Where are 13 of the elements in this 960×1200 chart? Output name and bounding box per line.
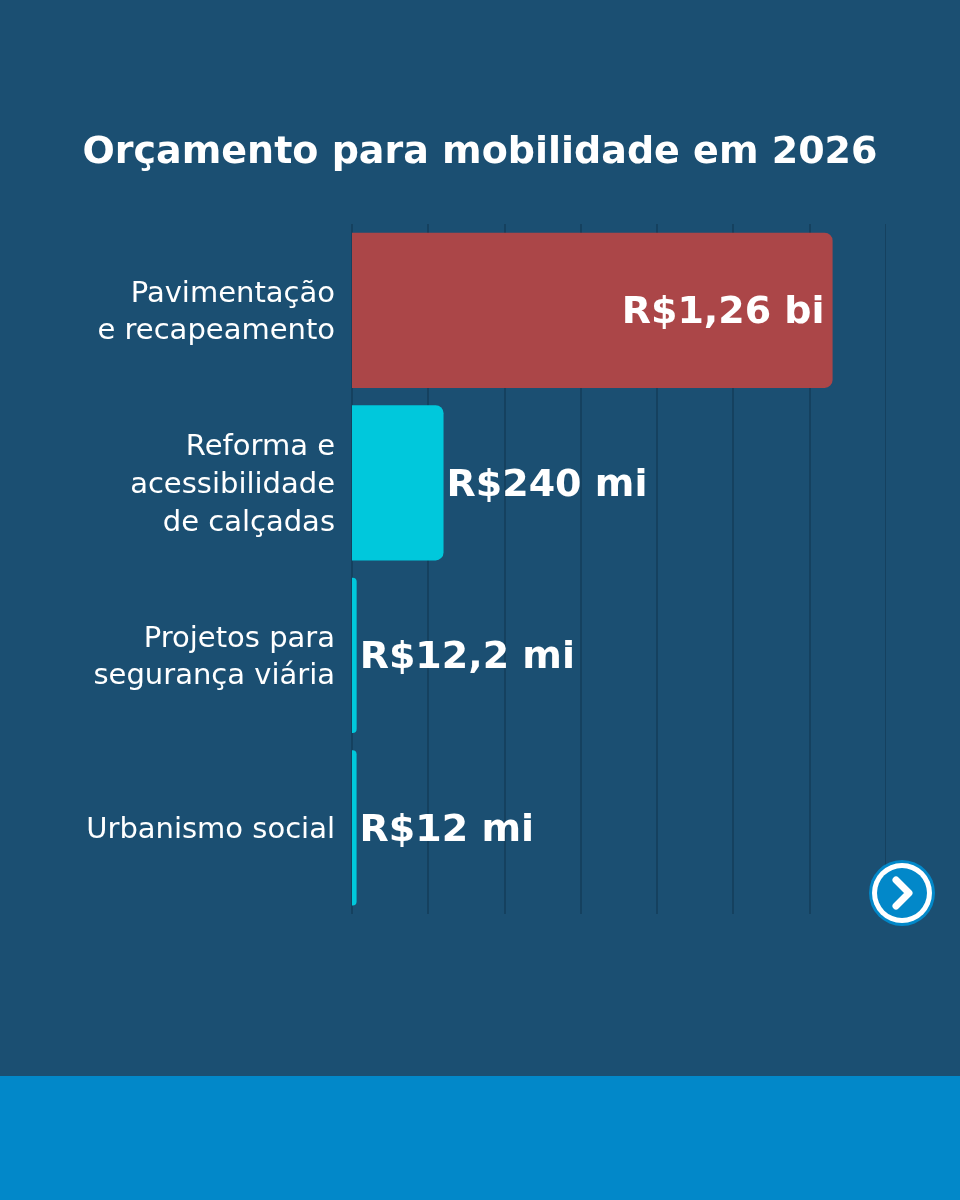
chart-title: Orçamento para mobilidade em 2026 [82, 128, 878, 173]
data-label: R$240 mi [446, 460, 648, 505]
y-tick-label: Reforma e acessibilidade de calçadas [130, 428, 335, 538]
data-label: R$1,26 bi [621, 288, 825, 333]
data-label: R$12,2 mi [359, 633, 575, 678]
bar [352, 577, 357, 733]
y-tick-label: Urbanismo social [86, 810, 335, 845]
bar [352, 750, 357, 906]
data-label: R$12 mi [359, 805, 535, 850]
bar [352, 405, 444, 561]
y-tick-label: Pavimentação e recapeamento [97, 274, 335, 347]
y-tick-label: Projetos para segurança viária [93, 619, 335, 692]
bar [352, 232, 833, 388]
